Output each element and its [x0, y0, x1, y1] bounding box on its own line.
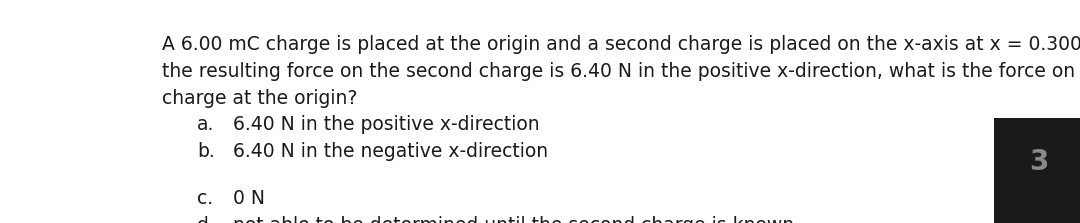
Text: not able to be determined until the second charge is known: not able to be determined until the seco… [233, 216, 794, 223]
Text: c.: c. [197, 189, 213, 208]
Text: 6.40 N in the positive x-direction: 6.40 N in the positive x-direction [233, 115, 540, 134]
FancyBboxPatch shape [968, 104, 1080, 223]
Text: d.: d. [197, 216, 215, 223]
Text: the resulting force on the second charge is 6.40 N in the positive x-direction, : the resulting force on the second charge… [162, 62, 1080, 81]
Text: 6.40 N in the negative x-direction: 6.40 N in the negative x-direction [233, 142, 548, 161]
Text: 3: 3 [1029, 148, 1049, 176]
Text: b.: b. [197, 142, 215, 161]
Text: a.: a. [197, 115, 214, 134]
Text: 0 N: 0 N [233, 189, 265, 208]
Text: A 6.00 mC charge is placed at the origin and a second charge is placed on the x-: A 6.00 mC charge is placed at the origin… [162, 35, 1080, 54]
Text: charge at the origin?: charge at the origin? [162, 89, 357, 107]
